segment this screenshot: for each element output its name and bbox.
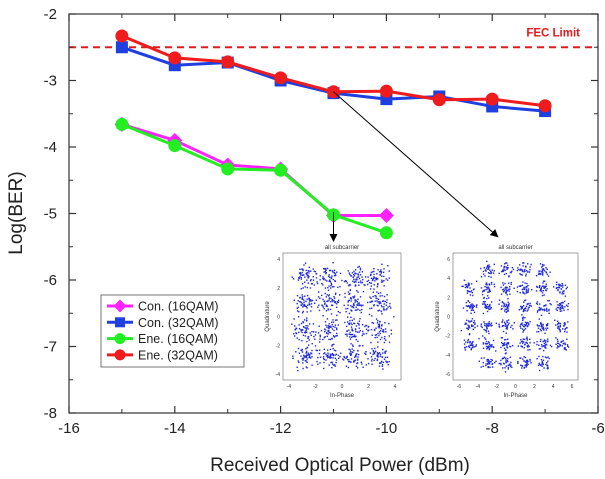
inset-x-tick-label: 4 (394, 384, 397, 390)
y-tick-label: -8 (44, 405, 57, 422)
legend-label: Con. (32QAM) (138, 316, 219, 330)
inset-y-tick-label: -4 (446, 353, 451, 359)
inset-y-tick-label: 6 (447, 257, 450, 263)
series-line (121, 45, 546, 113)
x-axis-label: Received Optical Power (dBm) (210, 455, 470, 476)
y-tick-label: -5 (44, 206, 57, 223)
series-ene-16qam (115, 117, 393, 240)
fec-limit-label: FEC Limit (526, 27, 580, 39)
series-line (121, 122, 387, 235)
data-point (114, 349, 126, 361)
inset-x-tick-label: 4 (552, 384, 555, 390)
constellation-points (460, 260, 570, 373)
data-point (168, 139, 182, 153)
y-axis-label: Log(BER) (6, 171, 27, 254)
legend: Con. (16QAM) Con. (32QAM) Ene. (16QAM) Ene.… (100, 294, 245, 368)
inset-x-tick-label: 0 (341, 384, 344, 390)
inset-y-tick-label: 2 (277, 286, 280, 292)
inset-16qam: all subcarrier In-Phase Quadrature -4 -4 -2 -2… (263, 242, 413, 411)
constellation-insets: all subcarrier In-Phase Quadrature -4 -4 -2 -2… (263, 242, 590, 411)
inset-y-tick-label: 4 (447, 276, 450, 282)
data-point (485, 92, 499, 106)
inset-y-tick-label: 0 (277, 315, 280, 321)
data-point (379, 226, 393, 240)
inset-frame (452, 252, 579, 381)
series-ene-32qam (115, 29, 552, 113)
data-point (379, 84, 393, 98)
x-tick-label: -14 (164, 420, 186, 437)
inset-y-tick-label: 4 (277, 257, 280, 263)
y-tick-label: -6 (44, 272, 57, 289)
legend-item: Ene. (16QAM) (107, 332, 218, 346)
x-tick-label: -10 (376, 420, 398, 437)
arrow-to-32qam-inset (333, 91, 499, 238)
inset-y-label: Quadrature (435, 301, 441, 332)
data-point (538, 99, 552, 113)
y-tick-label: -4 (44, 139, 57, 156)
y-tick-label: -7 (44, 339, 57, 356)
inset-x-tick-label: -2 (494, 384, 499, 390)
data-point (115, 317, 125, 328)
x-tick-label: -16 (58, 420, 80, 437)
inset-y-tick-label: 2 (447, 295, 450, 301)
data-point (113, 299, 127, 313)
data-point (221, 55, 235, 69)
legend-label: Ene. (32QAM) (138, 348, 218, 362)
inset-title: all subcarrier (325, 245, 359, 251)
data-point (114, 333, 126, 345)
y-tick-label: -3 (44, 73, 57, 90)
data-point (274, 163, 288, 177)
inset-x-tick-label: -2 (313, 384, 318, 390)
data-point (274, 71, 288, 85)
data-point (115, 117, 129, 131)
inset-x-tick-label: 2 (533, 384, 536, 390)
inset-x-tick-label: 6 (571, 384, 574, 390)
inset-title: all subcarrier (498, 245, 532, 251)
x-tick-label: -6 (591, 420, 604, 437)
legend-label: Con. (16QAM) (138, 300, 219, 314)
inset-x-tick-label: 2 (367, 384, 370, 390)
data-point (168, 51, 182, 65)
inset-y-tick-label: -4 (276, 372, 281, 378)
annotation-arrows (329, 91, 499, 242)
series-layer (114, 29, 552, 240)
inset-y-tick-label: -2 (276, 343, 281, 349)
axes: -16 -14 -12 -10 -8 -6 -8 -7 -6 -5 -4 -3 -2 (44, 6, 605, 437)
data-point (221, 162, 235, 176)
series-con-32qam (115, 41, 552, 118)
data-point (378, 207, 394, 223)
legend-item: Ene. (32QAM) (107, 348, 218, 362)
legend-item: Con. (16QAM) (107, 299, 219, 314)
series-line (121, 122, 387, 217)
x-tick-label: -8 (486, 420, 499, 437)
inset-y-tick-label: -2 (446, 334, 451, 340)
x-tick-label: -12 (270, 420, 292, 437)
data-point (432, 93, 446, 107)
legend-item: Con. (32QAM) (107, 316, 219, 330)
data-point (115, 41, 128, 54)
legend-label: Ene. (16QAM) (138, 332, 218, 346)
inset-x-tick-label: -6 (457, 384, 462, 390)
inset-x-tick-label: -4 (476, 384, 481, 390)
inset-y-tick-label: 0 (447, 315, 450, 321)
inset-x-label: In-Phase (330, 393, 355, 399)
inset-y-label: Quadrature (265, 301, 271, 332)
inset-x-tick-label: -4 (287, 384, 292, 390)
constellation-points (291, 262, 395, 372)
fec-limit: FEC Limit (69, 27, 598, 49)
inset-x-label: In-Phase (503, 393, 528, 399)
data-point (115, 29, 129, 43)
inset-32qam: all subcarrier In-Phase Quadrature -6 -6 -4 -4… (433, 242, 590, 411)
y-tick-label: -2 (44, 6, 57, 23)
inset-y-tick-label: -6 (446, 372, 451, 378)
inset-x-tick-label: 0 (514, 384, 517, 390)
